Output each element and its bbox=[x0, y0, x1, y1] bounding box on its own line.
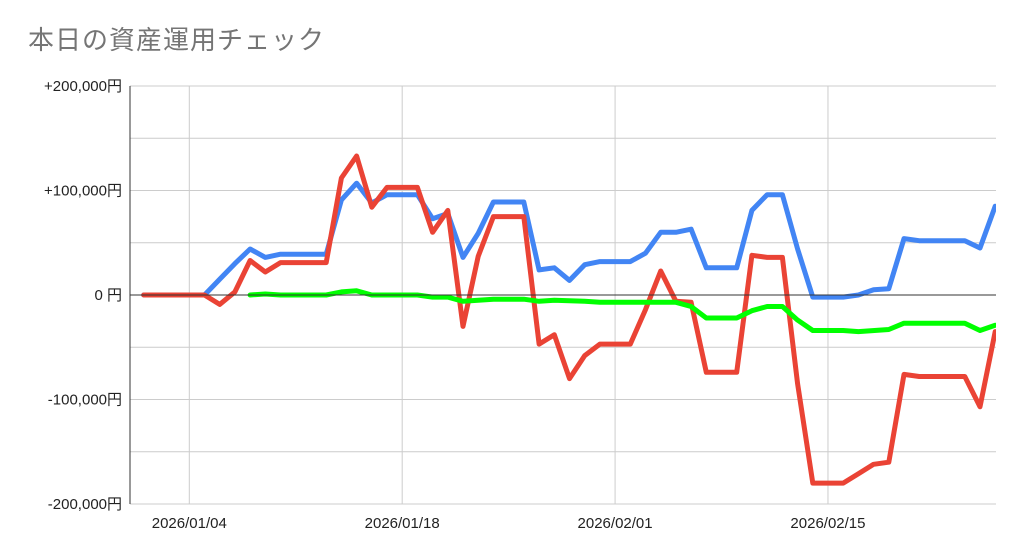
y-tick-label: +100,000円 bbox=[44, 183, 122, 200]
series-line-3 bbox=[247, 288, 996, 335]
x-tick-label: 2026/01/18 bbox=[365, 515, 440, 532]
y-tick-label: +200,000円 bbox=[44, 78, 122, 95]
series-lines bbox=[141, 153, 996, 486]
x-tick-label: 2026/02/01 bbox=[578, 515, 653, 532]
y-tick-label: 0 円 bbox=[94, 287, 122, 304]
series-line-1 bbox=[141, 180, 996, 300]
x-tick-label: 2026/02/15 bbox=[790, 515, 865, 532]
tick-labels: +200,000円 +100,000円 0 円 -100,000円 -200,000円 2… bbox=[44, 78, 865, 532]
series-line-2 bbox=[141, 153, 996, 486]
axes bbox=[129, 86, 996, 504]
y-tick-label: -100,000円 bbox=[48, 392, 122, 409]
y-tick-label: -200,000円 bbox=[48, 496, 122, 513]
chart-title: 本日の資産運用チェック bbox=[28, 26, 326, 56]
x-tick-label: 2026/01/04 bbox=[152, 515, 227, 532]
